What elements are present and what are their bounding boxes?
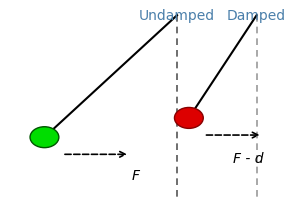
Circle shape: [174, 107, 203, 128]
Text: F - d: F - d: [233, 152, 263, 166]
Text: Damped: Damped: [227, 9, 286, 23]
Text: Undamped: Undamped: [139, 9, 215, 23]
Text: F: F: [132, 169, 140, 183]
Circle shape: [30, 127, 59, 148]
